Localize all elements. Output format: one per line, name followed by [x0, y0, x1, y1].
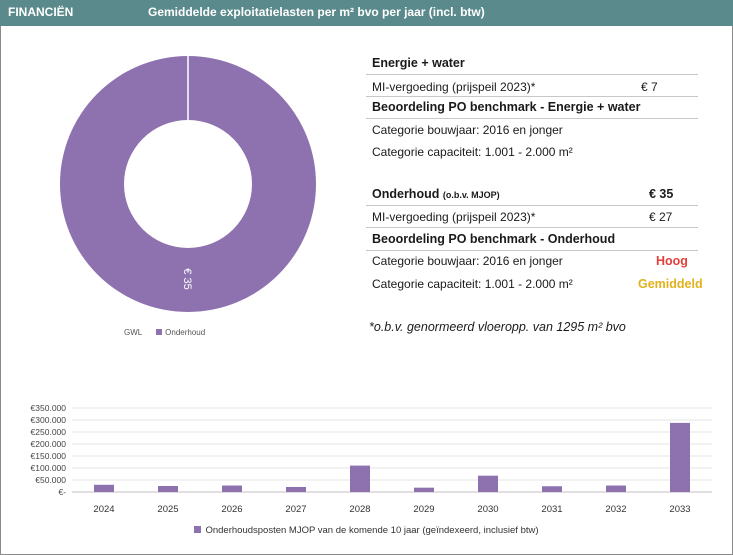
- bar-x-tick-label: 2027: [285, 504, 306, 515]
- divider: [366, 118, 698, 119]
- divider: [366, 250, 698, 251]
- onderhoud-heading-text: Onderhoud: [372, 187, 440, 201]
- donut-chart: € 35: [60, 56, 316, 312]
- bar-chart: €- €50.000 €100.000 €150.000 €200.000 €250.00…: [31, 403, 712, 515]
- bar-2032: [606, 485, 626, 492]
- bar-2024: [94, 484, 114, 492]
- onderhoud-mi-value: € 27: [649, 210, 673, 224]
- bar-y-tick-label: €200.000: [31, 439, 67, 449]
- onderhoud-cat-bouwjaar: Categorie bouwjaar: 2016 en jonger: [372, 254, 563, 268]
- energie-benchmark-heading: Beoordeling PO benchmark - Energie + wat…: [372, 100, 641, 114]
- bar-x-tick-label: 2024: [93, 504, 114, 515]
- section-header: FINANCIËN Gemiddelde exploitatielasten p…: [0, 0, 733, 26]
- onderhoud-total: € 35: [649, 187, 674, 201]
- bar-y-tick-label: €-: [58, 487, 66, 497]
- bar-x-tick-label: 2025: [157, 504, 178, 515]
- bar-y-tick-label: €100.000: [31, 463, 67, 473]
- donut-legend: GWL Onderhoud: [124, 328, 205, 337]
- bar-x-tick-label: 2031: [541, 504, 562, 515]
- donut-slice-onderhoud: [60, 56, 316, 312]
- section-title: Gemiddelde exploitatielasten per m² bvo …: [148, 5, 485, 19]
- bar-2025: [158, 486, 178, 492]
- bar-x-tick-label: 2032: [605, 504, 626, 515]
- divider: [366, 227, 698, 228]
- bar-legend: Onderhoudsposten MJOP van de komende 10 …: [0, 525, 733, 536]
- divider: [366, 96, 698, 97]
- bar-2026: [222, 485, 242, 492]
- donut-data-label: € 35: [181, 268, 193, 289]
- onderhoud-heading: Onderhoud (o.b.v. MJOP): [372, 187, 500, 201]
- section-label: FINANCIËN: [8, 5, 74, 19]
- bar-2027: [286, 486, 306, 492]
- divider: [366, 74, 698, 75]
- bar-2030: [478, 475, 498, 492]
- bar-2029: [414, 487, 434, 492]
- energie-cat-bouwjaar: Categorie bouwjaar: 2016 en jonger: [372, 123, 563, 137]
- donut-legend-gwl: GWL: [124, 328, 142, 337]
- bar-x-tick-label: 2030: [477, 504, 498, 515]
- bar-2028: [350, 465, 370, 492]
- bar-y-tick-label: €150.000: [31, 451, 67, 461]
- bar-x-tick-label: 2033: [669, 504, 690, 515]
- bar-x-tick-label: 2026: [221, 504, 242, 515]
- bar-x-tick-label: 2029: [413, 504, 434, 515]
- energie-mi-value: € 7: [641, 80, 658, 94]
- rating-badge-capaciteit: Gemiddeld: [638, 277, 703, 291]
- bar-2031: [542, 486, 562, 492]
- energie-cat-capaciteit: Categorie capaciteit: 1.001 - 2.000 m²: [372, 145, 573, 159]
- bar-y-tick-label: €300.000: [31, 415, 67, 425]
- bar-y-tick-label: €350.000: [31, 403, 67, 413]
- bar-x-tick-label: 2028: [349, 504, 370, 515]
- energie-heading: Energie + water: [372, 56, 465, 70]
- donut-legend-onderhoud: Onderhoud: [165, 328, 206, 337]
- divider: [366, 205, 698, 206]
- onderhoud-mi-label: MI-vergoeding (prijspeil 2023)*: [372, 210, 536, 224]
- onderhoud-cat-capaciteit: Categorie capaciteit: 1.001 - 2.000 m²: [372, 277, 573, 291]
- bar-legend-label: Onderhoudsposten MJOP van de komende 10 …: [205, 525, 539, 536]
- bar-legend-swatch: [194, 526, 202, 533]
- donut-legend-swatch: [156, 329, 163, 335]
- onderhoud-benchmark-heading: Beoordeling PO benchmark - Onderhoud: [372, 232, 616, 246]
- rating-badge-bouwjaar: Hoog: [656, 254, 688, 268]
- energie-mi-label: MI-vergoeding (prijspeil 2023)*: [372, 80, 536, 94]
- footnote: *o.b.v. genormeerd vloeropp. van 1295 m²…: [369, 320, 626, 334]
- bar-y-tick-label: €50.000: [35, 475, 66, 485]
- onderhoud-heading-suffix: (o.b.v. MJOP): [442, 190, 500, 200]
- bar-y-tick-label: €250.000: [31, 427, 67, 437]
- bar-2033: [670, 422, 690, 492]
